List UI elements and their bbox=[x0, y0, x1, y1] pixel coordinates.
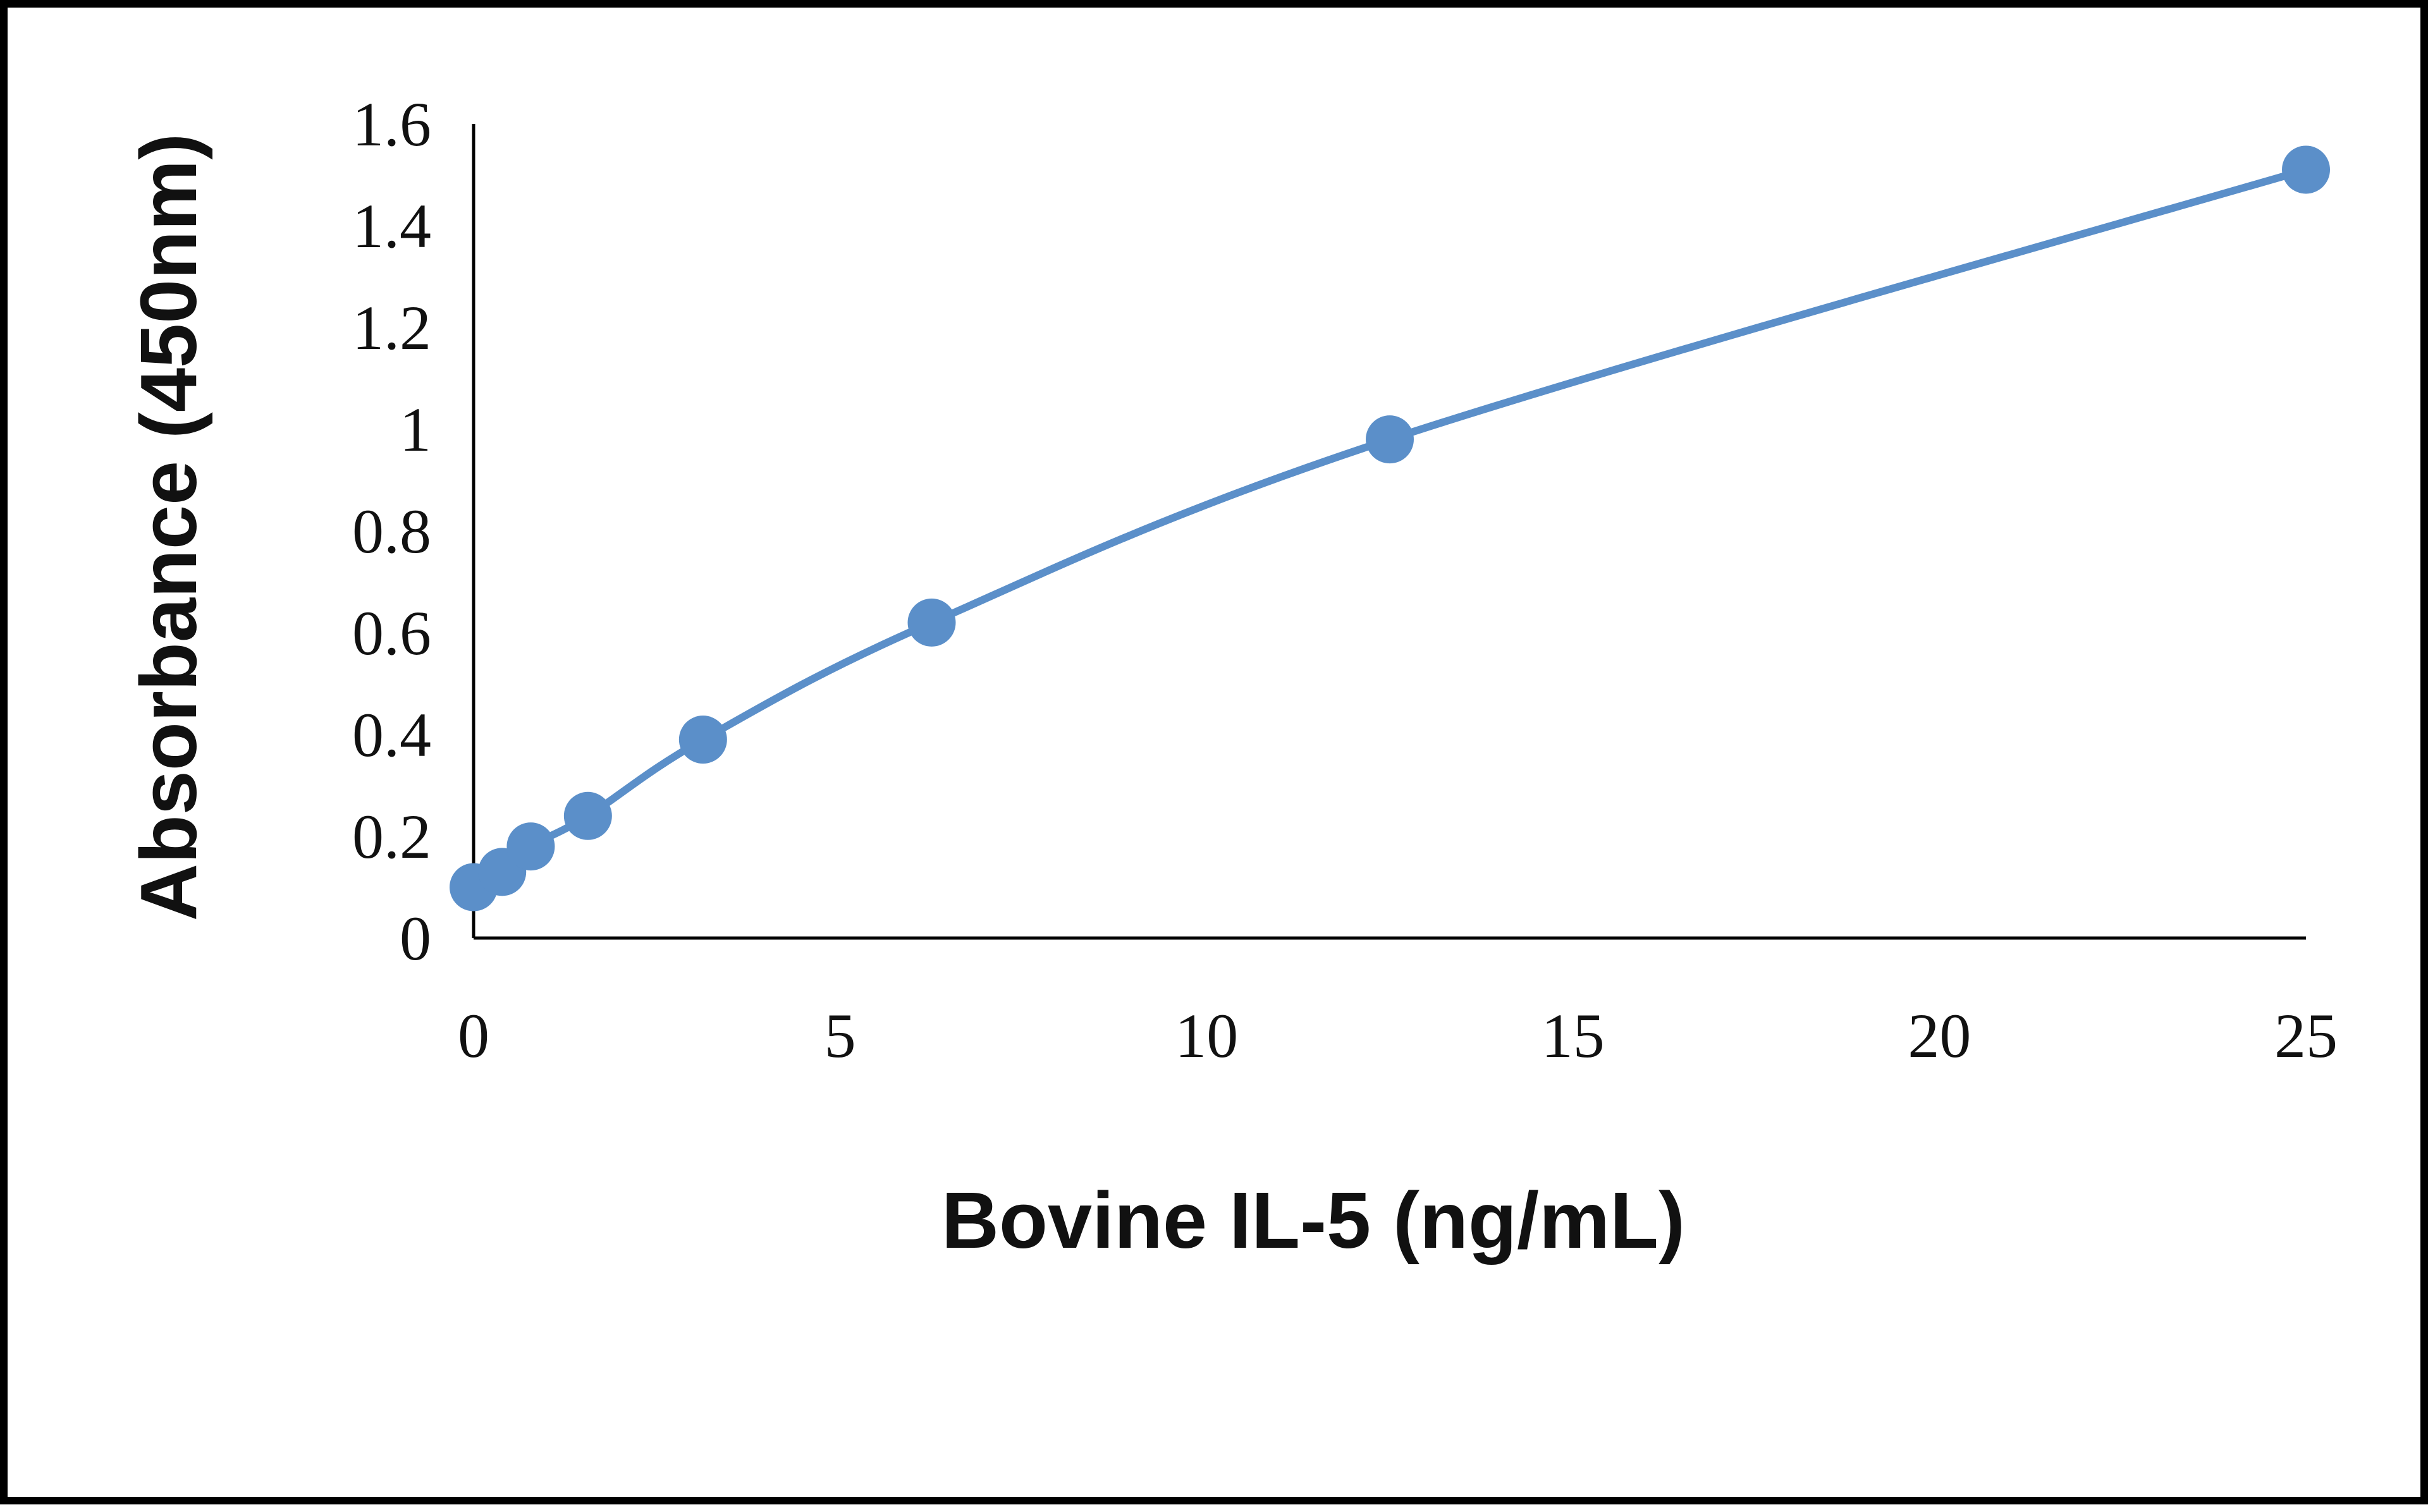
x-tick-label: 25 bbox=[2274, 1001, 2338, 1071]
x-tick-label: 10 bbox=[1175, 1001, 1238, 1071]
data-point bbox=[678, 716, 727, 764]
x-tick-label: 20 bbox=[1908, 1001, 1971, 1071]
y-tick-label: 1.6 bbox=[352, 89, 431, 159]
tick-labels: 0 0.2 0.4 0.6 0.8 1 1.2 1.4 1.6 0 5 10 15 20 25 bbox=[352, 89, 2338, 1071]
y-tick-label: 1.2 bbox=[352, 293, 431, 363]
x-axis-title: Bovine IL-5 (ng/mL) bbox=[941, 1176, 1685, 1265]
y-tick-label: 0.8 bbox=[352, 496, 431, 566]
x-tick-label: 15 bbox=[1542, 1001, 1605, 1071]
series-layer bbox=[450, 145, 2330, 911]
y-axis-title: Absorbance (450nm) bbox=[124, 133, 213, 921]
data-point bbox=[1366, 415, 1414, 464]
data-point bbox=[563, 791, 612, 840]
y-tick-label: 1 bbox=[400, 394, 431, 465]
data-point bbox=[907, 598, 956, 647]
y-tick-label: 0.2 bbox=[352, 802, 431, 872]
data-point bbox=[506, 822, 555, 871]
y-tick-label: 1.4 bbox=[352, 191, 431, 261]
y-tick-label: 0.4 bbox=[352, 700, 431, 770]
x-tick-label: 5 bbox=[825, 1001, 856, 1071]
axes bbox=[472, 124, 2306, 940]
x-tick-label: 0 bbox=[458, 1001, 489, 1071]
y-tick-label: 0 bbox=[400, 903, 431, 973]
data-point bbox=[2282, 145, 2330, 194]
y-tick-label: 0.6 bbox=[352, 598, 431, 668]
series-line bbox=[470, 166, 2310, 891]
chart-svg: 0 0.2 0.4 0.6 0.8 1 1.2 1.4 1.6 0 5 10 15 20 25 Bovine… bbox=[124, 89, 2338, 1265]
